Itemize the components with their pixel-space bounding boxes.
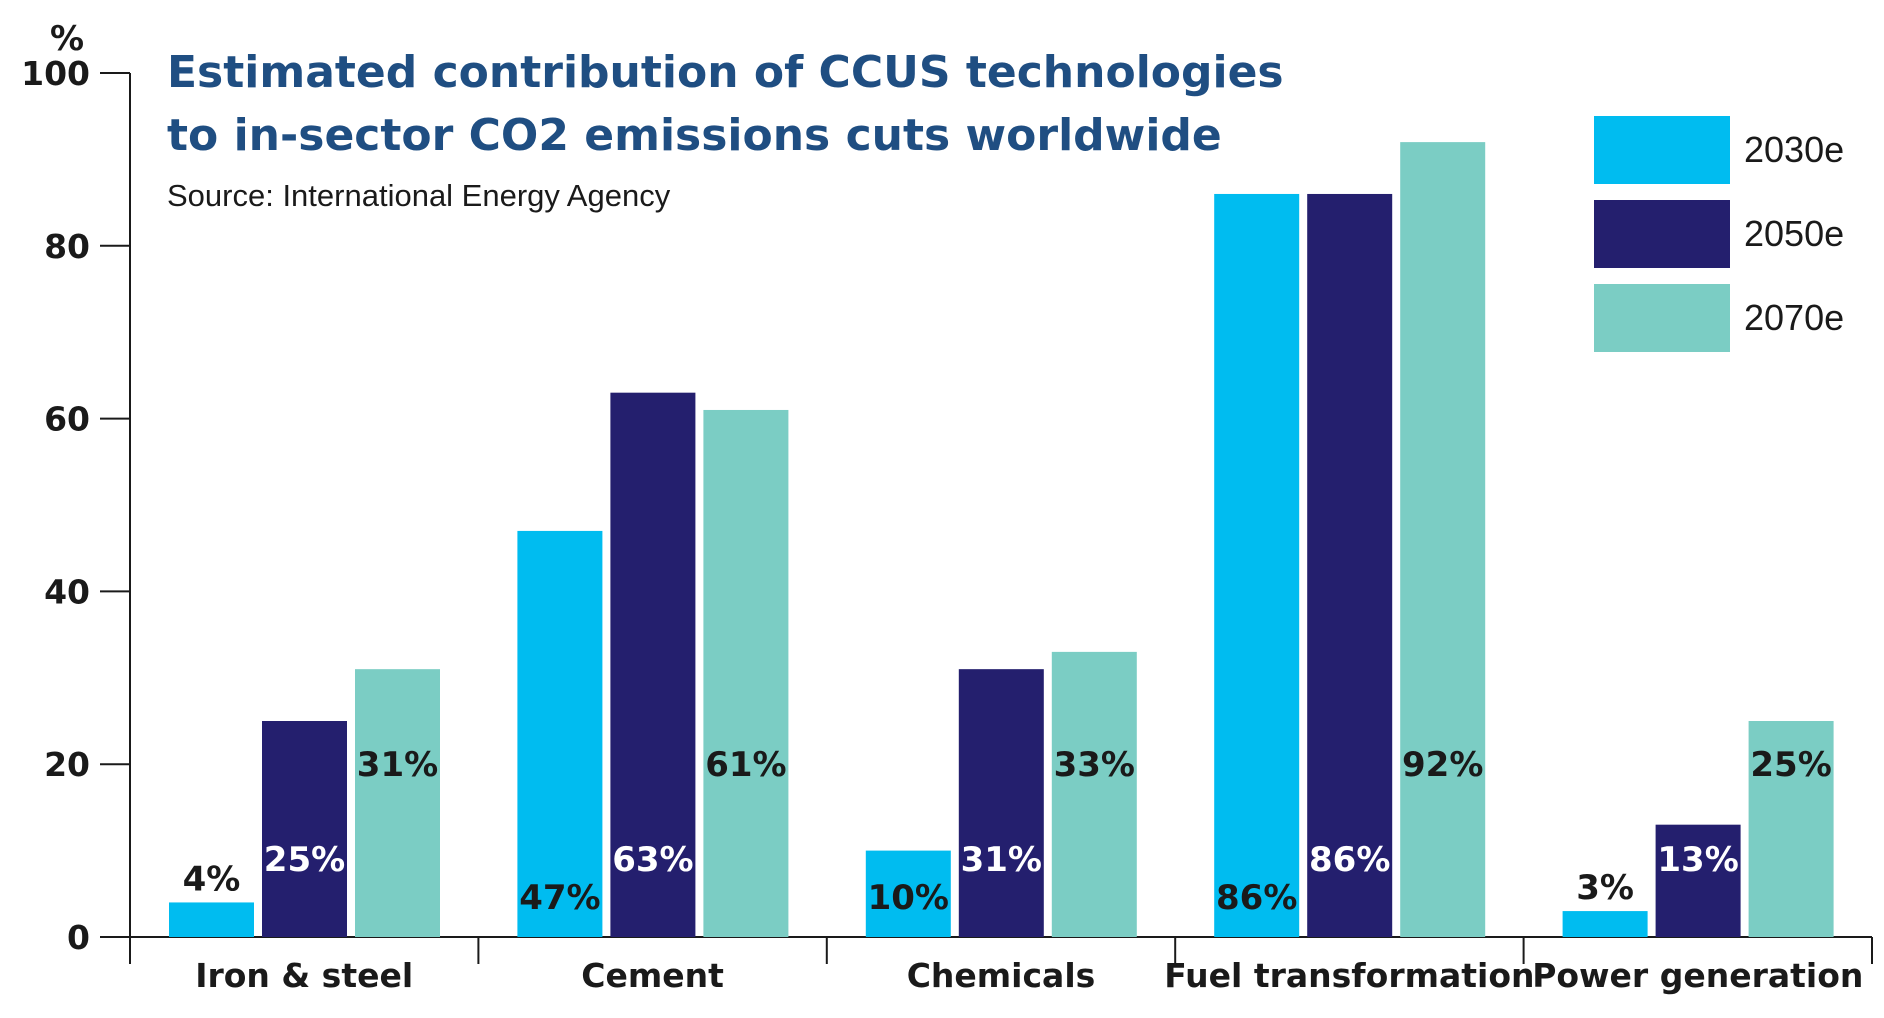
category-label: Chemicals bbox=[907, 956, 1096, 995]
bar-2030e bbox=[1562, 911, 1648, 937]
bar-2070e bbox=[1051, 651, 1137, 937]
chart-title-line-2: to in-sector CO2 emissions cuts worldwid… bbox=[167, 110, 1222, 161]
bar-value-label: 92% bbox=[1402, 745, 1483, 785]
legend-label: 2070e bbox=[1744, 297, 1844, 338]
legend-label: 2050e bbox=[1744, 213, 1844, 254]
bar-value-label: 25% bbox=[1750, 745, 1831, 785]
chart-subtitle: Source: International Energy Agency bbox=[167, 178, 671, 213]
y-axis: 0 20 40 60 80 100 bbox=[21, 54, 131, 957]
bar-value-label: 86% bbox=[1309, 840, 1390, 880]
bar-2050e bbox=[958, 669, 1044, 937]
bar-value-label: 10% bbox=[868, 878, 949, 918]
category-label: Power generation bbox=[1532, 956, 1863, 995]
y-tick-label: 0 bbox=[67, 918, 90, 957]
bar-value-label: 31% bbox=[357, 745, 438, 785]
bar-value-label: 61% bbox=[705, 745, 786, 785]
bar-2030e bbox=[517, 530, 603, 937]
bar-value-label: 4% bbox=[183, 859, 241, 899]
category-label: Iron & steel bbox=[195, 956, 413, 995]
y-tick-label: 20 bbox=[44, 745, 90, 784]
y-tick-label: 60 bbox=[44, 400, 90, 439]
bar-2050e bbox=[1307, 193, 1393, 937]
y-tick-label: 40 bbox=[44, 572, 90, 611]
bars: 4% 25% 31% 47% 63% 61% 10% 31% 33% 86% 86% 92% 3% 13%… bbox=[169, 142, 1834, 938]
bar-2070e bbox=[1748, 721, 1834, 937]
y-axis-unit-label: % bbox=[50, 19, 84, 59]
category-label: Fuel transformation bbox=[1164, 956, 1534, 995]
legend-label: 2030e bbox=[1744, 129, 1844, 170]
bar-2070e bbox=[355, 669, 440, 937]
bar-value-label: 25% bbox=[264, 840, 345, 880]
legend: 2030e 2050e 2070e bbox=[1594, 116, 1844, 352]
x-axis: Iron & steel Cement Chemicals Fuel transfor… bbox=[129, 936, 1873, 995]
bar-2070e bbox=[703, 409, 789, 938]
bar-2050e bbox=[1655, 824, 1741, 937]
bar-2030e bbox=[169, 902, 254, 937]
bar-2030e bbox=[1214, 193, 1300, 937]
bar-2030e bbox=[865, 850, 951, 937]
bar-2070e bbox=[1400, 142, 1486, 937]
legend-swatch-2070e bbox=[1594, 284, 1730, 352]
legend-swatch-2050e bbox=[1594, 200, 1730, 268]
legend-swatch-2030e bbox=[1594, 116, 1730, 184]
chart-title-line-1: Estimated contribution of CCUS technolog… bbox=[167, 47, 1284, 98]
y-tick-label: 80 bbox=[44, 227, 90, 266]
bar-value-label: 63% bbox=[612, 840, 693, 880]
y-tick-label: 100 bbox=[21, 54, 90, 93]
bar-2050e bbox=[262, 721, 347, 937]
bar-2050e bbox=[610, 392, 696, 937]
bar-value-label: 86% bbox=[1216, 878, 1297, 918]
category-label: Cement bbox=[581, 956, 724, 995]
bar-value-label: 3% bbox=[1576, 868, 1634, 908]
bar-value-label: 13% bbox=[1657, 840, 1738, 880]
bar-value-label: 33% bbox=[1054, 745, 1135, 785]
bar-value-label: 31% bbox=[961, 840, 1042, 880]
bar-value-label: 47% bbox=[519, 878, 600, 918]
